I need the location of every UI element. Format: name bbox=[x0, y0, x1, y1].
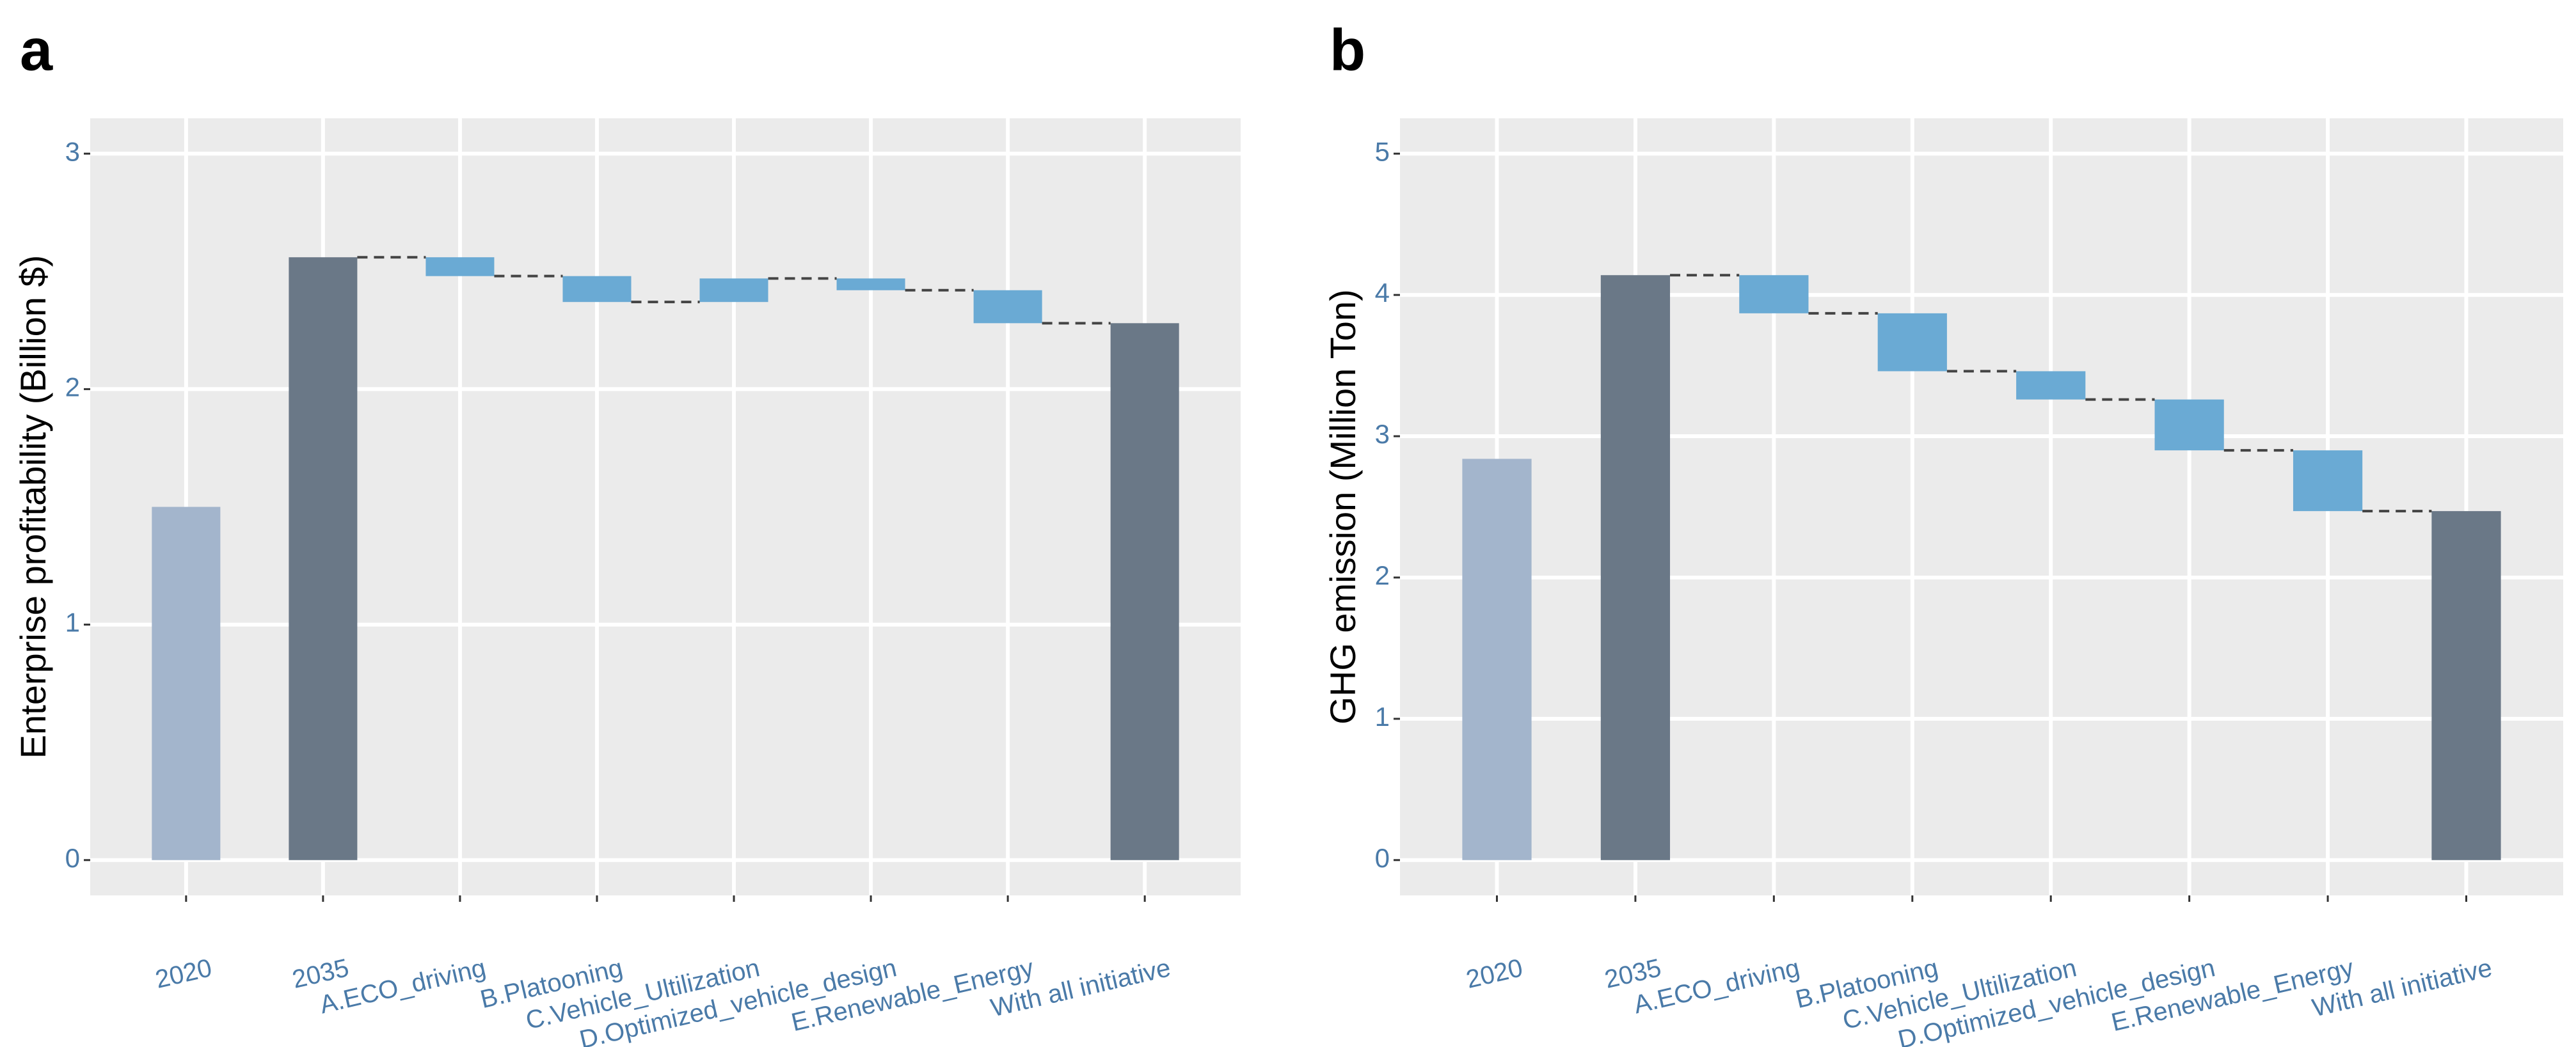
y-tick-label: 0 bbox=[1375, 843, 1390, 873]
panel-label: a bbox=[20, 17, 53, 83]
bar bbox=[2431, 511, 2501, 860]
bar bbox=[1110, 323, 1179, 860]
y-tick-label: 4 bbox=[1375, 278, 1390, 308]
y-tick-label: 3 bbox=[65, 136, 80, 166]
plot-background bbox=[1400, 118, 2563, 895]
y-tick-label: 2 bbox=[1375, 560, 1390, 590]
y-axis-title: GHG emission (Million Ton) bbox=[1323, 289, 1363, 724]
bar bbox=[1600, 275, 1671, 860]
x-tick-label: 2020 bbox=[153, 954, 215, 994]
y-tick-label: 5 bbox=[1375, 136, 1390, 166]
bar bbox=[152, 507, 221, 860]
y-tick-label: 1 bbox=[65, 608, 80, 638]
y-tick-label: 1 bbox=[1375, 702, 1390, 732]
bar bbox=[562, 276, 632, 303]
y-tick-label: 2 bbox=[65, 372, 80, 402]
bar bbox=[836, 278, 905, 290]
bar bbox=[2293, 450, 2363, 512]
bar bbox=[1739, 275, 1809, 313]
plot-background bbox=[90, 118, 1241, 895]
y-tick-label: 0 bbox=[65, 843, 80, 873]
x-tick-label: 2020 bbox=[1463, 954, 1525, 994]
bar bbox=[699, 278, 768, 303]
bar bbox=[425, 257, 495, 276]
bar bbox=[2154, 399, 2224, 451]
bar bbox=[2016, 371, 2086, 400]
bar bbox=[1462, 459, 1532, 860]
bar bbox=[289, 257, 358, 860]
bar bbox=[1877, 313, 1947, 372]
y-tick-label: 3 bbox=[1375, 419, 1390, 449]
y-axis-title: Enterprise profitability (Billion $) bbox=[13, 255, 53, 759]
panel-label: b bbox=[1330, 17, 1365, 83]
bar bbox=[973, 290, 1042, 324]
